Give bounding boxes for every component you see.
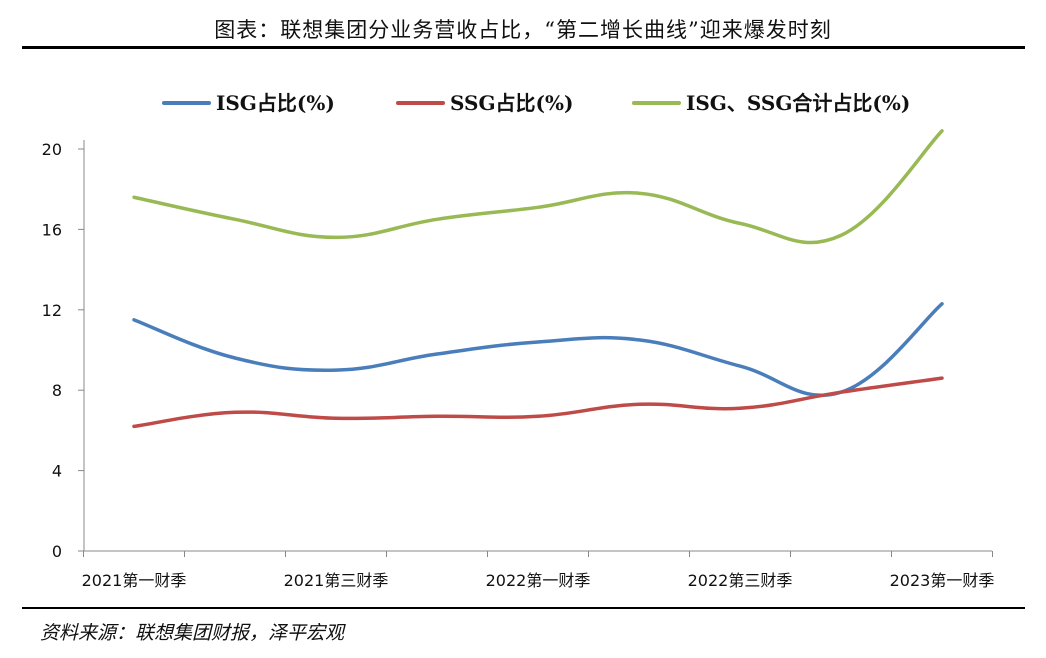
x-axis: 2021第一财季 2021第三财季 2022第一财季 2022第三财季 2023第一财季 xyxy=(82,550,995,590)
series-lines xyxy=(132,129,944,429)
x-tick-label: 2022第三财季 xyxy=(688,571,793,590)
x-tick-label: 2021第一财季 xyxy=(82,571,187,590)
legend-label-2: ISG、SSG合计占比(%) xyxy=(686,91,910,115)
x-tick-label: 2023第一财季 xyxy=(890,571,995,590)
x-tick-label: 2022第一财季 xyxy=(486,571,591,590)
series-line-1 xyxy=(132,376,944,429)
series-line-0 xyxy=(132,302,944,398)
legend-label-0: ISG占比(%) xyxy=(216,91,335,115)
y-tick-label: 12 xyxy=(42,301,62,320)
legend: ISG占比(%) SSG占比(%) ISG、SSG合计占比(%) xyxy=(162,91,910,115)
legend-label-1: SSG占比(%) xyxy=(450,91,573,115)
y-tick-label: 16 xyxy=(42,220,62,239)
y-tick-label: 8 xyxy=(52,381,62,400)
y-axis: 0 4 8 12 16 20 xyxy=(42,140,85,561)
top-rule xyxy=(22,46,1025,49)
line-chart: ISG占比(%) SSG占比(%) ISG、SSG合计占比(%) 0 4 8 12 16 20… xyxy=(42,91,995,590)
x-tick-label: 2021第三财季 xyxy=(284,571,389,590)
bottom-rule xyxy=(22,607,1025,609)
source-note: 资料来源：联想集团财报，泽平宏观 xyxy=(40,622,345,644)
y-tick-label: 4 xyxy=(52,462,62,481)
y-tick-label: 20 xyxy=(42,140,62,159)
series-line-2 xyxy=(132,129,944,245)
y-tick-label: 0 xyxy=(52,542,62,561)
chart-title: 图表：联想集团分业务营收占比，“第二增长曲线”迎来爆发时刻 xyxy=(214,18,832,42)
